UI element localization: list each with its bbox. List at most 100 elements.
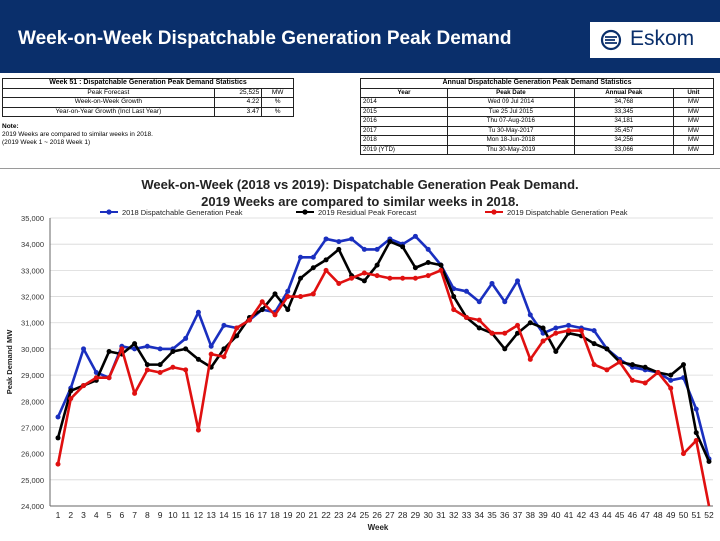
data-point	[515, 278, 521, 284]
x-tick-label: 5	[107, 510, 112, 520]
data-point	[93, 375, 99, 381]
x-tick-label: 44	[602, 510, 612, 520]
y-tick-label: 34,000	[21, 240, 44, 249]
peak-cell: 35,457	[573, 125, 674, 136]
x-tick-label: 30	[423, 510, 433, 520]
note-line: (2019 Week 1 ~ 2018 Week 1)	[2, 138, 91, 146]
data-point	[144, 343, 150, 349]
unit-cell: MW	[672, 144, 715, 155]
x-tick-label: 22	[321, 510, 331, 520]
x-tick-label: 32	[449, 510, 459, 520]
x-tick-label: 14	[219, 510, 229, 520]
data-point	[425, 260, 431, 266]
data-point	[578, 328, 584, 334]
data-point	[183, 367, 189, 373]
x-axis-label: Week	[368, 523, 389, 532]
data-point	[540, 325, 546, 331]
data-point	[132, 390, 138, 396]
data-point	[234, 333, 240, 339]
data-point	[234, 325, 240, 331]
data-point	[374, 246, 380, 252]
table-row: Year-on-Year Growth (Incl Last Year) 3.4…	[2, 106, 294, 117]
x-tick-label: 13	[206, 510, 216, 520]
logo-text: Eskom	[630, 27, 695, 50]
data-point	[693, 438, 699, 444]
x-tick-label: 6	[119, 510, 124, 520]
data-point	[157, 362, 163, 368]
data-point	[221, 346, 227, 352]
data-point	[170, 364, 176, 370]
header-bar: Week-on-Week Dispatchable Generation Pea…	[0, 0, 720, 73]
x-tick-label: 8	[145, 510, 150, 520]
y-tick-label: 33,000	[21, 266, 44, 275]
data-point	[591, 341, 597, 347]
date-cell: Tu 30-May-2017	[447, 125, 575, 136]
data-point	[132, 341, 138, 347]
x-tick-label: 34	[475, 510, 485, 520]
data-point	[553, 325, 559, 331]
x-tick-label: 18	[270, 510, 280, 520]
data-point	[400, 244, 406, 250]
x-tick-label: 11	[181, 510, 190, 520]
data-point	[208, 343, 214, 349]
data-point	[476, 299, 482, 305]
x-tick-label: 26	[372, 510, 382, 520]
data-point	[144, 362, 150, 368]
eskom-logo: Eskom	[590, 22, 720, 58]
data-point	[604, 367, 610, 373]
peak-cell: 33,066	[573, 144, 674, 155]
data-point	[323, 257, 329, 263]
x-tick-label: 41	[564, 510, 574, 520]
x-tick-label: 24	[347, 510, 357, 520]
x-tick-label: 39	[538, 510, 548, 520]
stat-unit: MW	[261, 87, 294, 98]
data-point	[68, 396, 74, 402]
y-tick-label: 26,000	[21, 450, 44, 459]
year-cell: 2015	[359, 106, 449, 117]
weekly-stats-caption: Week 51 : Dispatchable Generation Peak D…	[2, 78, 294, 89]
legend-label: 2019 Residual Peak Forecast	[318, 208, 417, 217]
x-tick-label: 45	[615, 510, 625, 520]
legend-label: 2019 Dispatchable Generation Peak	[507, 208, 628, 217]
x-tick-label: 29	[411, 510, 421, 520]
legend-marker	[106, 209, 112, 215]
legend-label: 2018 Dispatchable Generation Peak	[122, 208, 243, 217]
table-row: Week-on-Week Growth 4.22 %	[2, 97, 294, 108]
x-tick-label: 16	[245, 510, 255, 520]
data-point	[170, 349, 176, 355]
data-point	[553, 330, 559, 336]
annual-stats-caption: Annual Dispatchable Generation Peak Dema…	[360, 78, 714, 89]
data-point	[349, 275, 355, 281]
x-tick-label: 15	[232, 510, 242, 520]
data-point	[157, 369, 163, 375]
x-tick-label: 51	[692, 510, 702, 520]
peak-cell: 33,345	[573, 106, 674, 117]
data-point	[208, 351, 214, 357]
data-point	[527, 320, 533, 326]
stat-value: 4.22	[213, 97, 263, 108]
table-row: 2019 (YTD) Thu 30-May-2019 33,066 MW	[359, 144, 715, 155]
x-tick-label: 25	[360, 510, 370, 520]
x-tick-label: 12	[194, 510, 204, 520]
data-point	[374, 273, 380, 279]
x-tick-label: 49	[666, 510, 676, 520]
x-tick-label: 27	[385, 510, 395, 520]
series-line	[56, 235, 711, 460]
weekly-stats-table: Week 51 : Dispatchable Generation Peak D…	[2, 78, 294, 117]
column-header: Year	[359, 87, 449, 98]
stat-value: 3.47	[213, 106, 263, 117]
year-cell: 2016	[359, 116, 449, 127]
column-header: Annual Peak	[573, 87, 674, 98]
data-point	[489, 280, 495, 286]
data-point	[502, 346, 508, 352]
data-point	[591, 362, 597, 368]
table-row: 2016 Thu 07-Aug-2016 34,181 MW	[359, 116, 715, 127]
data-point	[68, 388, 74, 394]
data-point	[566, 328, 572, 334]
data-point	[361, 278, 367, 284]
data-point	[680, 451, 686, 457]
data-point	[412, 265, 418, 271]
x-tick-label: 4	[94, 510, 99, 520]
data-point	[451, 294, 457, 300]
data-point	[438, 267, 444, 273]
